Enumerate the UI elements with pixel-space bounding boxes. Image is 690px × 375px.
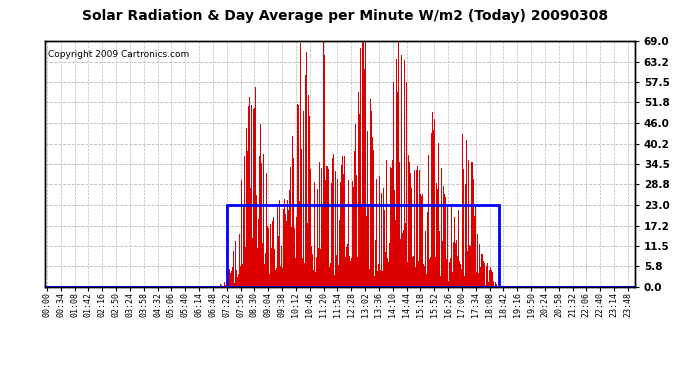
Text: Copyright 2009 Cartronics.com: Copyright 2009 Cartronics.com [48,50,189,59]
Bar [227,205,498,287]
Text: Solar Radiation & Day Average per Minute W/m2 (Today) 20090308: Solar Radiation & Day Average per Minute… [82,9,608,23]
